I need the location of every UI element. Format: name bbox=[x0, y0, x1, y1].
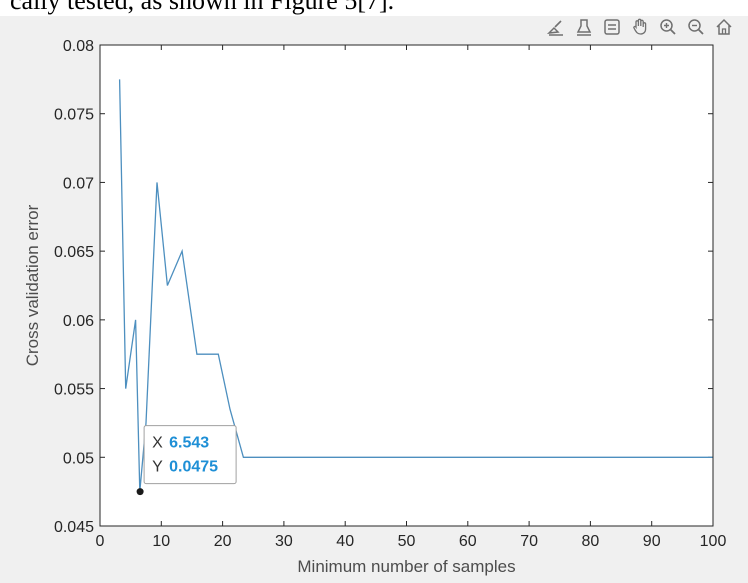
zoom-in-icon[interactable] bbox=[657, 16, 679, 38]
y-tick-label: 0.055 bbox=[54, 382, 94, 399]
x-tick-label: 40 bbox=[336, 533, 354, 550]
data-tip-x-label: X bbox=[152, 435, 163, 452]
y-tick-label: 0.065 bbox=[54, 244, 94, 261]
y-tick-label: 0.05 bbox=[63, 450, 94, 467]
x-tick-label: 30 bbox=[275, 533, 293, 550]
axes-toolbar bbox=[545, 14, 735, 40]
brush-icon[interactable] bbox=[545, 16, 567, 38]
series-line[interactable] bbox=[118, 79, 713, 492]
x-tick-label: 50 bbox=[398, 533, 416, 550]
x-tick-label: 60 bbox=[459, 533, 477, 550]
x-tick-label: 100 bbox=[700, 533, 727, 550]
home-icon[interactable] bbox=[713, 16, 735, 38]
data-tip[interactable]: X 6.543 Y 0.0475 bbox=[136, 425, 237, 496]
y-axis-label: Cross validation error bbox=[23, 204, 42, 366]
axes-box bbox=[99, 44, 714, 527]
x-tick-label: 70 bbox=[520, 533, 538, 550]
data-tip-marker[interactable] bbox=[136, 488, 144, 496]
y-tick-label: 0.045 bbox=[54, 519, 94, 536]
x-tick-label: 10 bbox=[152, 533, 170, 550]
data-tip-x-value: 6.543 bbox=[169, 435, 209, 452]
zoom-out-icon[interactable] bbox=[685, 16, 707, 38]
x-tick-label: 0 bbox=[96, 533, 105, 550]
y-tick-label: 0.08 bbox=[63, 38, 94, 55]
data-tips-icon[interactable] bbox=[573, 16, 595, 38]
y-tick-label: 0.075 bbox=[54, 107, 94, 124]
y-tick-label: 0.07 bbox=[63, 175, 94, 192]
y-tick-label: 0.06 bbox=[63, 313, 94, 330]
data-tip-y-label: Y bbox=[152, 459, 163, 476]
x-tick-label: 20 bbox=[214, 533, 232, 550]
x-tick-label: 90 bbox=[643, 533, 661, 550]
x-tick-label: 80 bbox=[582, 533, 600, 550]
x-axis-label: Minimum number of samples bbox=[297, 557, 515, 576]
save-icon[interactable] bbox=[601, 16, 623, 38]
caption-text: cally tested, as shown in Figure 5[7]. bbox=[0, 0, 748, 16]
pan-hand-icon[interactable] bbox=[629, 16, 651, 38]
data-tip-y-value: 0.0475 bbox=[169, 459, 218, 476]
data-tip-box bbox=[143, 425, 237, 485]
